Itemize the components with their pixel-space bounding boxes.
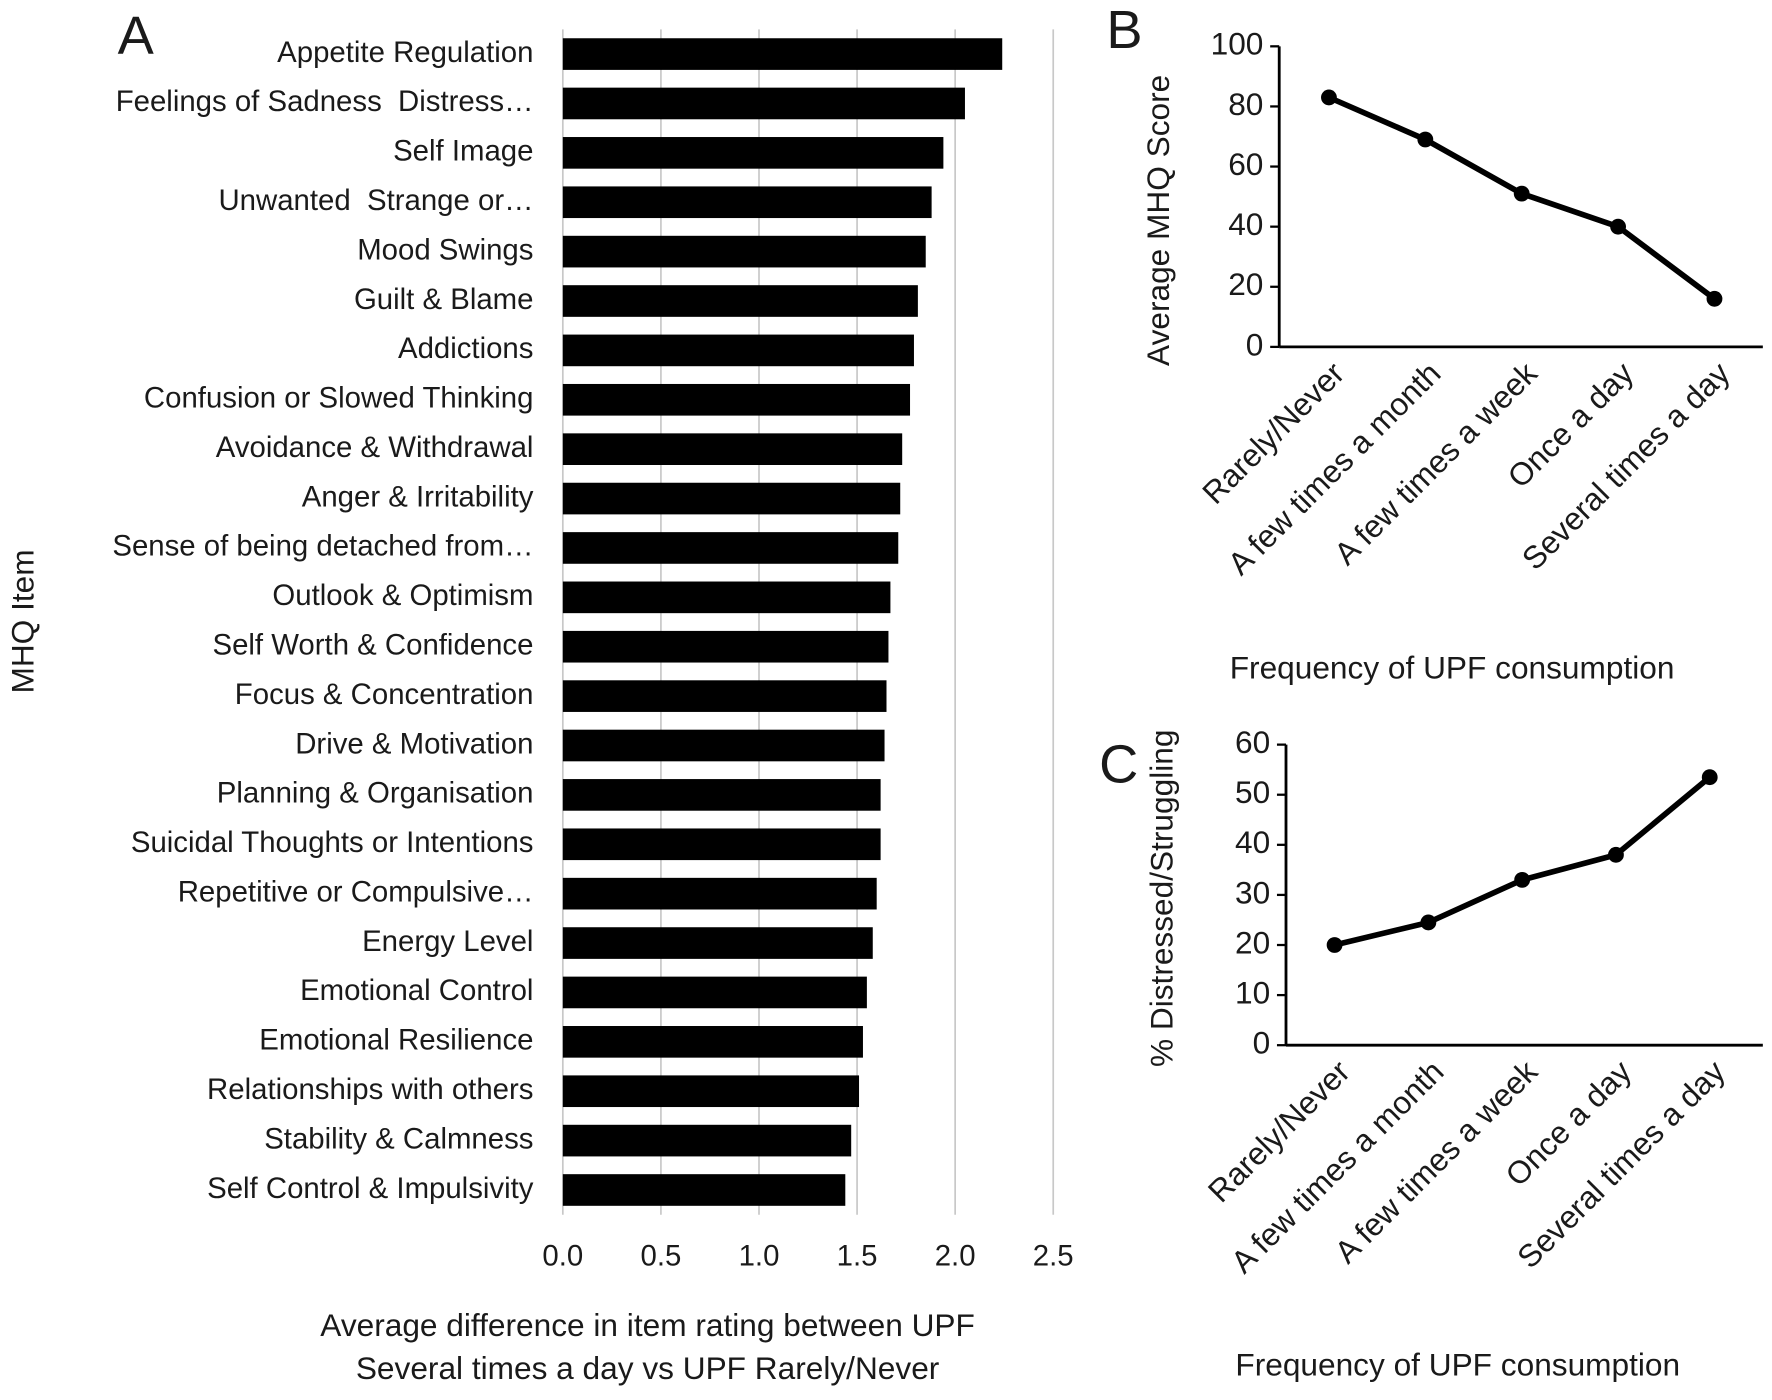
y-axis-label: Average MHQ Score (1140, 75, 1176, 366)
y-tick-label: Feelings of Sadness Distress… (116, 85, 534, 118)
x-tick-label: 2.0 (935, 1239, 976, 1272)
y-tick-label: Stability & Calmness (264, 1122, 533, 1155)
line (1333, 775, 1712, 948)
point (1326, 937, 1343, 953)
y-tick-label: Self Image (393, 135, 533, 168)
y-tick-label: 60 (1235, 724, 1270, 760)
y-tick-label: Confusion or Slowed Thinking (144, 382, 534, 415)
y-tick-label: Repetitive or Compulsive… (178, 875, 534, 908)
bar (562, 729, 885, 762)
panel-label: B (1106, 0, 1142, 60)
point (1417, 131, 1434, 148)
bar (562, 581, 891, 614)
point (1706, 290, 1723, 307)
y-tick-label: Self Control & Impulsivity (207, 1172, 534, 1205)
point (1608, 846, 1624, 863)
bar (562, 87, 965, 120)
y-tick-label: Emotional Control (300, 974, 533, 1007)
x-axis-label: Several times a day vs UPF Rarely/Never (356, 1350, 940, 1386)
y-tick-label: Self Worth & Confidence (213, 628, 534, 661)
y-tick-label: 40 (1228, 206, 1263, 242)
y-tick-label: 60 (1228, 146, 1263, 182)
bar (562, 433, 903, 465)
panel-label: C (1099, 735, 1138, 795)
x-tick-label: 0.5 (641, 1239, 682, 1272)
point (1321, 89, 1337, 106)
bar (562, 186, 932, 219)
y-tick-label: Sense of being detached from… (112, 530, 533, 563)
bar (562, 38, 1003, 70)
x-axis-label: Frequency of UPF consumption (1230, 649, 1675, 685)
bar (562, 877, 877, 910)
bar (562, 137, 944, 169)
y-tick-label: 0 (1253, 1025, 1271, 1061)
x-tick-label: 0.0 (542, 1239, 583, 1272)
y-tick-label: Anger & Irritability (302, 480, 534, 513)
x-tick-label: 2.5 (1033, 1239, 1074, 1272)
bar (562, 1026, 863, 1058)
y-tick-label: Drive & Motivation (295, 727, 533, 760)
bar (562, 383, 911, 416)
y-tick-label: Energy Level (362, 925, 533, 958)
y-tick-label: Suicidal Thoughts or Intentions (131, 826, 534, 859)
y-tick-label: 80 (1228, 86, 1263, 122)
y-tick-label: 40 (1235, 824, 1270, 860)
y-tick-label: Emotional Resilience (259, 1024, 533, 1057)
bar (562, 828, 881, 861)
bar (562, 285, 918, 317)
y-tick-label: Avoidance & Withdrawal (216, 431, 534, 464)
bar (562, 680, 887, 712)
point (1420, 914, 1437, 931)
y-tick-label: Addictions (398, 332, 533, 365)
y-tick-label: 100 (1211, 26, 1264, 62)
bar (562, 482, 901, 515)
x-axis-label: Frequency of UPF consumption (1235, 1347, 1680, 1383)
point (1514, 871, 1531, 888)
bar (562, 630, 889, 663)
bar (562, 779, 881, 811)
x-tick-label: 1.0 (739, 1239, 780, 1272)
bar (562, 976, 867, 1009)
y-axis-label: MHQ Item (4, 549, 40, 693)
bar (562, 1075, 860, 1108)
y-tick-label: 20 (1228, 266, 1263, 302)
y-tick-label: 0 (1246, 326, 1264, 362)
bar (562, 1174, 846, 1206)
y-tick-label: Outlook & Optimism (272, 579, 533, 612)
x-axis-label: Average difference in item rating betwee… (320, 1307, 975, 1343)
y-tick-label: Relationships with others (207, 1073, 533, 1106)
y-tick-label: Mood Swings (357, 233, 533, 266)
point (1610, 218, 1626, 235)
bar (562, 927, 873, 959)
y-tick-label: 20 (1235, 924, 1270, 960)
point (1701, 769, 1718, 786)
y-tick-label: 10 (1235, 974, 1270, 1010)
bar (562, 334, 914, 367)
point (1513, 185, 1530, 202)
x-tick-label: 1.5 (837, 1239, 878, 1272)
y-tick-label: Guilt & Blame (354, 283, 533, 316)
panel-label: A (118, 6, 155, 66)
y-tick-label: Appetite Regulation (277, 36, 533, 69)
bar (562, 532, 899, 564)
y-tick-label: Focus & Concentration (235, 678, 534, 711)
y-tick-label: Planning & Organisation (217, 777, 534, 810)
y-tick-label: 30 (1235, 874, 1270, 910)
y-tick-label: Unwanted Strange or… (218, 184, 533, 217)
y-axis-label: % Distressed/Struggling (1143, 730, 1179, 1067)
bar (562, 1124, 852, 1157)
bar (562, 235, 926, 268)
y-tick-label: 50 (1235, 774, 1270, 810)
